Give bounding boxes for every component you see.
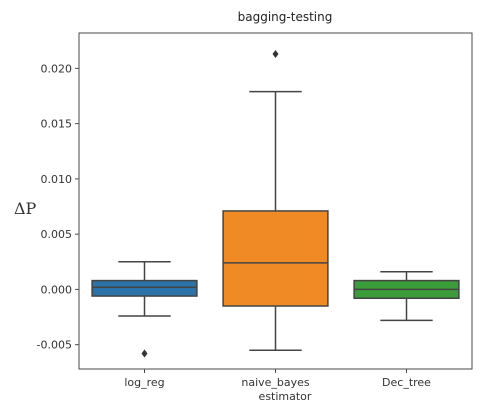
y-tick-label: 0.020 [41,62,73,75]
x-axis-label: estimator [259,390,312,403]
y-tick-label: 0.015 [41,118,73,131]
chart-title: bagging-testing [238,10,333,24]
box-series [91,50,460,358]
x-axis-ticks: log_reg naive_bayes Dec_tree [124,369,431,389]
box-log_reg [91,261,198,358]
outlier-point [272,50,279,58]
box-naive_bayes [222,50,329,351]
iqr-box [91,279,198,297]
y-tick-label: 0.000 [41,283,73,296]
y-axis-label: ΔP [14,199,37,218]
y-tick-label: 0.010 [41,173,73,186]
box-Dec_tree [353,270,460,322]
y-tick-label: -0.005 [37,339,72,352]
x-tick-label: Dec_tree [382,376,431,389]
iqr-box [222,210,329,307]
y-axis-ticks: -0.005 0.000 0.005 0.010 0.015 0.020 [37,62,79,352]
x-tick-label: log_reg [124,376,164,389]
y-tick-label: 0.005 [41,228,73,241]
outlier-point [141,349,148,358]
x-tick-label: naive_bayes [241,376,310,389]
